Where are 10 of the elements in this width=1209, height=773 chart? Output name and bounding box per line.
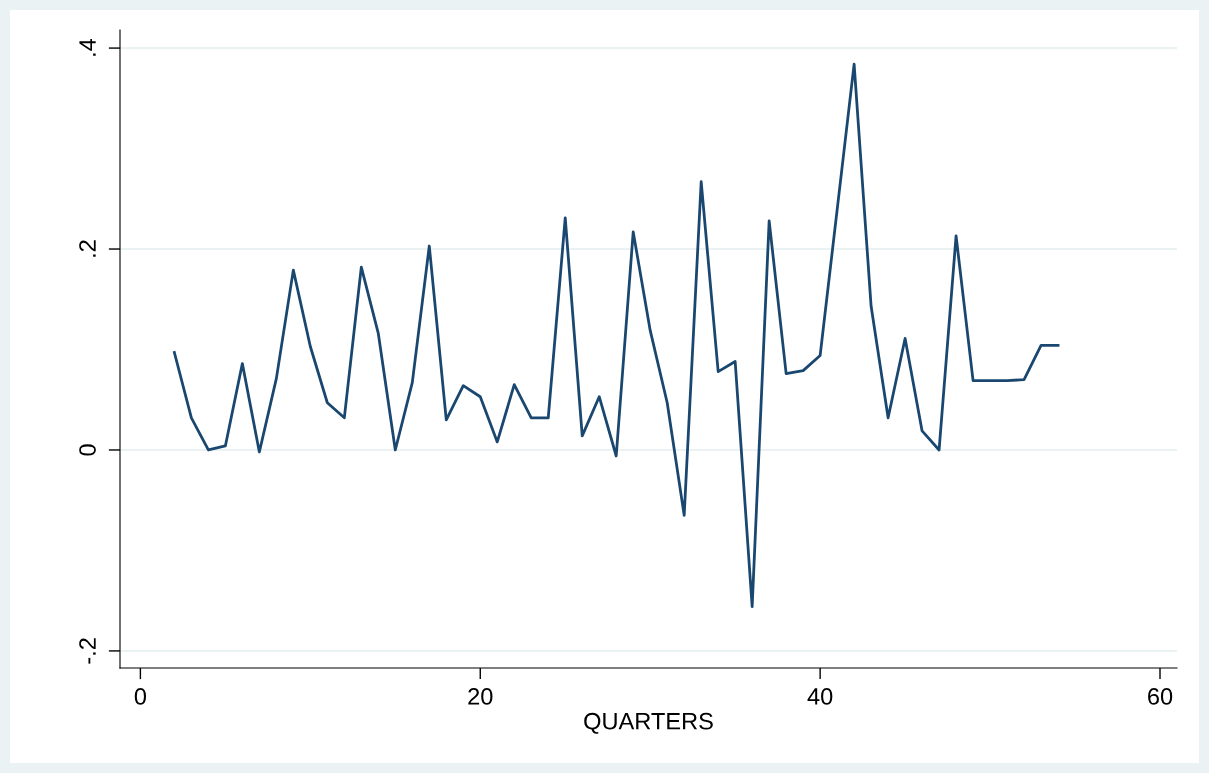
x-tick-label: 0 (134, 688, 147, 705)
y-tick-label: .2 (79, 240, 96, 257)
y-tick-label: .4 (79, 38, 96, 56)
y-tick-label: 0 (79, 444, 96, 456)
y-tick-label: -.2 (79, 638, 96, 664)
x-tick-label: 20 (468, 688, 493, 705)
line-series (172, 62, 1060, 609)
x-tick-label: 60 (1148, 688, 1173, 705)
x-axis-title: QUARTERS (584, 712, 713, 734)
x-tick-label: 40 (807, 688, 833, 705)
